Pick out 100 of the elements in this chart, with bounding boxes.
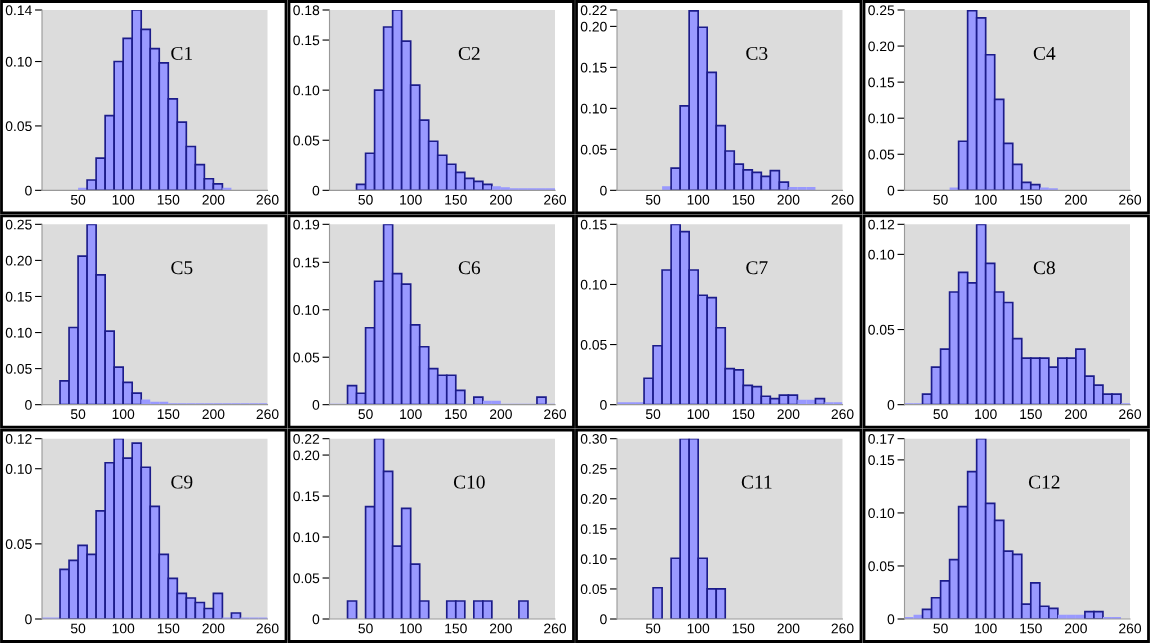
y-tick-label: 0.15	[868, 77, 895, 88]
y-tick-label: 0.10	[293, 85, 320, 96]
x-tick-label: 200	[1064, 623, 1087, 634]
y-tick-label: 0	[600, 185, 607, 196]
y-tick-label: 0.10	[580, 279, 607, 290]
y-tick-label: 0.05	[580, 339, 607, 350]
y-tick-label: 0.10	[5, 56, 32, 67]
y-tick-label: 0.17	[868, 434, 895, 444]
y-tick-label: 0.25	[580, 464, 607, 474]
annotation: C11	[741, 475, 772, 489]
x-tick-label: 100	[975, 409, 997, 420]
x-tick-label: 260	[256, 194, 279, 205]
y-tick-label: 0.12	[868, 219, 895, 230]
x-tick-label: 50	[933, 194, 948, 205]
y-tick-label: 0.05	[293, 135, 320, 146]
x-tick-label: 100	[112, 409, 135, 420]
x-tick-label: 150	[445, 623, 467, 634]
x-tick-label: 150	[157, 623, 180, 634]
annotation: C6	[458, 261, 481, 275]
y-tick-label: 0.15	[293, 257, 320, 268]
y-tick-label: 0	[312, 185, 320, 196]
y-tick-label: 0	[312, 400, 320, 410]
y-tick-label: 0.05	[868, 561, 895, 572]
y-tick-label: 0.20	[580, 494, 607, 504]
y-tick-label: 0.15	[293, 35, 320, 46]
y-tick-label: 0.30	[580, 434, 607, 444]
y-tick-label: 0	[887, 614, 895, 625]
x-tick-label: 100	[112, 194, 135, 205]
y-tick-label: 0.05	[580, 144, 607, 155]
x-tick-label: 100	[687, 623, 710, 634]
x-tick-label: 200	[489, 623, 512, 634]
x-tick-label: 150	[157, 194, 180, 205]
x-tick-label: 50	[358, 623, 373, 634]
x-tick-label: 100	[400, 194, 422, 205]
y-tick-label: 0.22	[580, 5, 607, 16]
x-tick-label: 200	[489, 194, 512, 205]
x-tick-label: 260	[1119, 409, 1142, 420]
x-tick-label: 100	[400, 623, 422, 634]
x-tick-label: 50	[358, 409, 373, 420]
y-tick-label: 0.15	[580, 524, 607, 534]
y-tick-label: 0.10	[868, 113, 895, 124]
annotation: C7	[746, 261, 768, 275]
y-tick-label: 0.15	[5, 291, 32, 302]
y-tick-label: 0	[600, 614, 607, 625]
annotation: C1	[171, 46, 192, 60]
x-tick-label: 100	[687, 194, 710, 205]
x-tick-label: 50	[70, 623, 86, 634]
x-tick-label: 200	[777, 194, 800, 205]
x-tick-label: 150	[445, 409, 467, 420]
x-tick-label: 260	[1119, 623, 1142, 634]
y-tick-label: 0.18	[293, 5, 320, 16]
y-tick-label: 0.10	[868, 249, 895, 260]
x-tick-label: 50	[358, 194, 373, 205]
x-tick-label: 100	[687, 409, 710, 420]
x-tick-label: 260	[544, 409, 567, 420]
y-tick-label: 0	[887, 185, 895, 196]
y-tick-label: 0.05	[580, 584, 607, 595]
annotation: C12	[1028, 475, 1060, 489]
x-tick-label: 150	[732, 623, 755, 634]
y-tick-label: 0.20	[580, 21, 607, 32]
x-tick-label: 50	[645, 194, 661, 205]
x-tick-label: 150	[1020, 409, 1042, 420]
x-tick-label: 260	[831, 623, 854, 634]
y-tick-label: 0.10	[580, 103, 607, 114]
annotation: C3	[746, 46, 768, 60]
x-tick-label: 200	[777, 409, 800, 420]
x-tick-label: 100	[975, 623, 997, 634]
y-tick-label: 0.15	[868, 455, 895, 466]
y-tick-label: 0.20	[293, 450, 320, 461]
y-tick-label: 0	[25, 185, 32, 196]
y-tick-label: 0.10	[293, 305, 320, 315]
x-tick-label: 100	[112, 623, 135, 634]
y-tick-label: 0.22	[293, 434, 320, 444]
annotation: C8	[1033, 261, 1055, 275]
y-tick-label: 0.15	[293, 491, 320, 502]
annotation: C5	[171, 261, 193, 275]
x-tick-label: 50	[70, 194, 86, 205]
annotation: C4	[1033, 46, 1056, 60]
x-tick-label: 260	[1119, 194, 1142, 205]
y-tick-label: 0.10	[293, 532, 320, 543]
x-tick-label: 260	[256, 623, 279, 634]
y-tick-label: 0.05	[868, 149, 895, 160]
x-tick-label: 50	[933, 623, 948, 634]
x-tick-label: 200	[202, 623, 225, 634]
x-tick-label: 150	[1020, 194, 1042, 205]
y-tick-label: 0.10	[580, 554, 607, 565]
y-tick-label: 0.25	[5, 219, 32, 230]
y-tick-label: 0.10	[868, 508, 895, 519]
x-tick-label: 50	[933, 409, 948, 420]
x-tick-label: 260	[256, 409, 279, 420]
x-tick-label: 100	[975, 194, 997, 205]
annotation: C9	[171, 475, 193, 489]
x-tick-label: 150	[1020, 623, 1042, 634]
x-tick-label: 200	[777, 623, 800, 634]
y-tick-label: 0.05	[5, 121, 32, 132]
x-tick-label: 260	[544, 623, 567, 634]
y-tick-label: 0.20	[868, 41, 895, 52]
x-tick-label: 200	[202, 409, 225, 420]
x-tick-label: 150	[732, 194, 755, 205]
x-tick-label: 150	[732, 409, 755, 420]
